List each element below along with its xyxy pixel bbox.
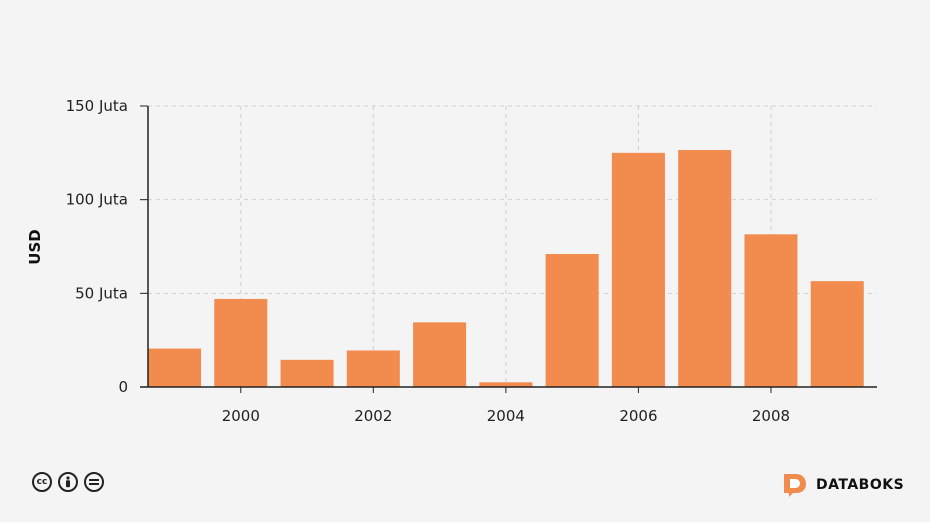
attribution-icon [58, 472, 78, 492]
x-tick-label: 2004 [487, 407, 525, 425]
equals-glyph [89, 479, 99, 485]
databoks-logo[interactable]: DATABOKS [782, 472, 904, 498]
y-axis-title: USD [26, 229, 44, 264]
y-tick-labels: 0 50 Juta 100 Juta 150 Juta [66, 97, 128, 396]
x-tick-label: 2008 [752, 407, 790, 425]
axes [140, 105, 877, 393]
bar [744, 234, 798, 387]
x-tick-label: 2002 [354, 407, 392, 425]
y-tick-label: 0 [118, 378, 128, 396]
y-tick-label: 50 Juta [75, 284, 128, 302]
bar [148, 348, 202, 387]
bar [678, 150, 732, 387]
bar [479, 382, 533, 387]
bar [545, 253, 599, 387]
y-tick-label: 100 Juta [66, 191, 128, 209]
bar [346, 350, 400, 387]
x-tick-labels: 2000 2002 2004 2006 2008 [222, 407, 790, 425]
bar [214, 298, 268, 387]
cc-icon: cc [32, 472, 52, 492]
bars [148, 150, 864, 387]
no-derivatives-icon [84, 472, 104, 492]
license-icons: cc [32, 472, 104, 492]
x-tick-label: 2006 [619, 407, 657, 425]
x-tick-label: 2000 [222, 407, 260, 425]
databoks-logo-icon [784, 474, 806, 497]
bar [413, 322, 467, 387]
person-glyph [66, 476, 70, 488]
brand-name: DATABOKS [816, 477, 905, 493]
bar [810, 281, 864, 387]
bar [611, 152, 665, 387]
bar [280, 359, 334, 387]
y-tick-label: 150 Juta [66, 97, 128, 115]
